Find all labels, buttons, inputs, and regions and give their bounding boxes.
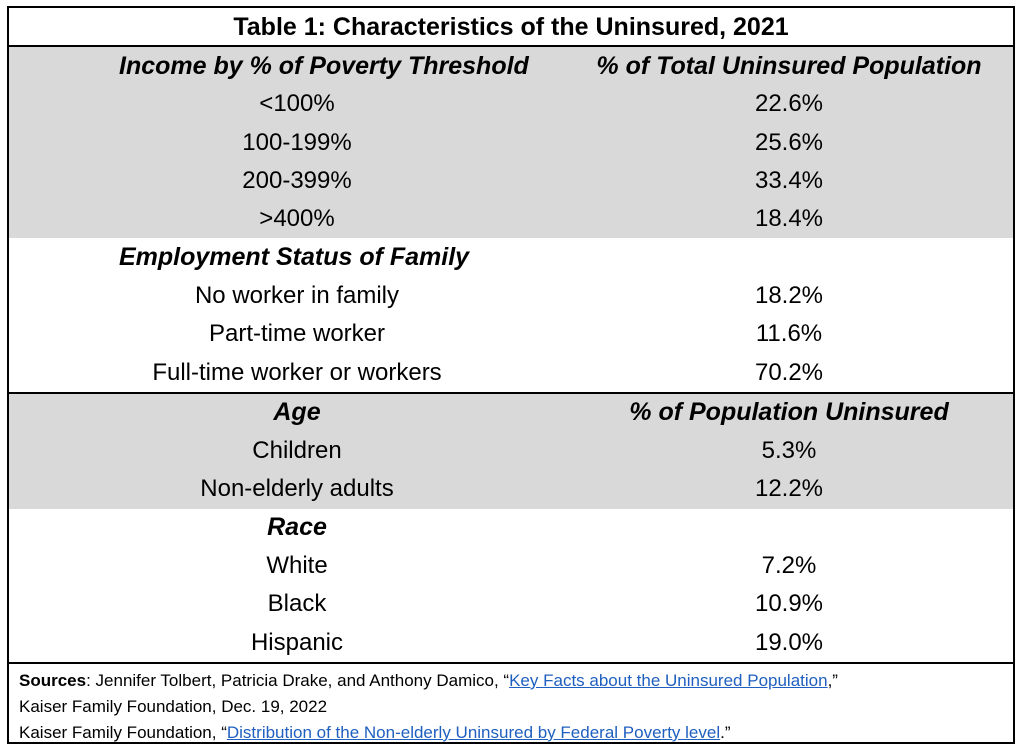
row-value: 18.2% xyxy=(754,281,824,309)
row-value: 19.0% xyxy=(754,628,824,656)
sources-label: Sources xyxy=(19,670,87,690)
sources-line-2: Kaiser Family Foundation, Dec. 19, 2022 xyxy=(19,696,328,716)
table-row: No worker in family 18.2% xyxy=(9,277,1013,315)
row-value: 22.6% xyxy=(754,90,824,118)
row-value: 10.9% xyxy=(754,590,824,618)
header-value: % of Population Uninsured xyxy=(629,398,949,427)
section-header: Income by % of Poverty Threshold % of To… xyxy=(9,47,1013,85)
row-value: 7.2% xyxy=(761,552,817,579)
distribution-link[interactable]: Distribution of the Non-elderly Uninsure… xyxy=(226,722,721,742)
table-row: Part-time worker 11.6% xyxy=(9,315,1013,353)
sources-line-3: Kaiser Family Foundation, “Distribution … xyxy=(19,720,1003,746)
row-label: No worker in family xyxy=(194,281,400,309)
row-label: White xyxy=(266,552,328,579)
row-label: Black xyxy=(267,590,327,618)
sources-text: .” xyxy=(720,722,731,742)
row-value: 11.6% xyxy=(755,320,823,348)
sources-line-1: Sources: Jennifer Tolbert, Patricia Drak… xyxy=(19,668,1003,694)
table-row: 100-199% 25.6% xyxy=(9,124,1013,162)
row-value: 25.6% xyxy=(754,128,824,156)
row-label: 100-199% xyxy=(242,128,352,156)
row-value: 18.4% xyxy=(754,205,824,233)
section-header: Age % of Population Uninsured xyxy=(9,394,1013,432)
table-row: Full-time worker or workers 70.2% xyxy=(9,353,1013,391)
table-title: Table 1: Characteristics of the Uninsure… xyxy=(9,8,1013,47)
sources-text: : Jennifer Tolbert, Patricia Drake, and … xyxy=(86,670,510,690)
section-race: Race White 7.2% Black 10.9% Hispanic 19.… xyxy=(9,509,1013,662)
row-value: 33.4% xyxy=(754,167,824,195)
header-label: Income by % of Poverty Threshold xyxy=(119,51,529,80)
row-label: Children xyxy=(252,437,342,465)
table-row: White 7.2% xyxy=(9,547,1013,585)
table-row: <100% 22.6% xyxy=(9,85,1013,123)
section-income: Income by % of Poverty Threshold % of To… xyxy=(9,47,1013,239)
table-row: Non-elderly adults 12.2% xyxy=(9,470,1013,508)
header-label: Employment Status of Family xyxy=(119,243,470,272)
header-label: Race xyxy=(267,513,327,542)
sources-note: Sources: Jennifer Tolbert, Patricia Drak… xyxy=(9,661,1013,746)
key-facts-link[interactable]: Key Facts about the Uninsured Population xyxy=(509,670,828,690)
row-value: 70.2% xyxy=(754,358,824,386)
table-row: Children 5.3% xyxy=(9,432,1013,470)
row-label: >400% xyxy=(259,205,335,233)
table-row: Hispanic 19.0% xyxy=(9,623,1013,661)
sources-text: ,” xyxy=(827,670,838,690)
row-label: Hispanic xyxy=(250,628,344,656)
row-value: 12.2% xyxy=(754,475,824,503)
row-label: Part-time worker xyxy=(208,320,386,348)
sources-text: Kaiser Family Foundation, “ xyxy=(19,722,227,742)
table-row: >400% 18.4% xyxy=(9,200,1013,238)
section-age: Age % of Population Uninsured Children 5… xyxy=(9,393,1013,509)
row-label: Full-time worker or workers xyxy=(152,358,442,386)
row-label: Non-elderly adults xyxy=(200,475,394,503)
row-value: 5.3% xyxy=(761,437,817,465)
section-header: Employment Status of Family xyxy=(9,238,1013,276)
header-label: Age xyxy=(273,398,321,427)
section-employment: Employment Status of Family No worker in… xyxy=(9,238,1013,394)
table-row: Black 10.9% xyxy=(9,585,1013,623)
uninsured-table: Table 1: Characteristics of the Uninsure… xyxy=(7,6,1015,744)
section-header: Race xyxy=(9,509,1013,547)
header-value: % of Total Uninsured Population xyxy=(596,51,982,80)
table-row: 200-399% 33.4% xyxy=(9,162,1013,200)
row-label: <100% xyxy=(259,90,335,118)
row-label: 200-399% xyxy=(242,167,352,195)
